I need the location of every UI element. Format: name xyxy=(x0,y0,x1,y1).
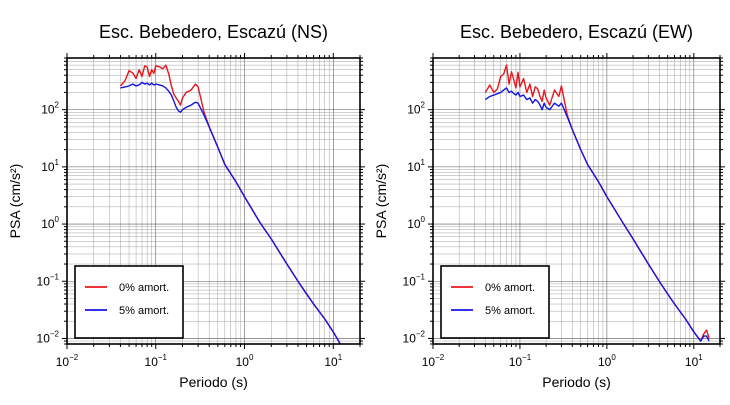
y-axis-label: PSA (cm/s²) xyxy=(373,164,389,239)
plot-frame xyxy=(66,57,361,345)
y-axis-label: PSA (cm/s²) xyxy=(7,164,23,239)
grid xyxy=(67,58,360,344)
chart-panel-2: Esc. Bebedero, Escazú (EW) 10−2 10−1 100 101… xyxy=(373,22,725,390)
y-tick-label: 10−1 xyxy=(403,272,426,288)
chart-title: Esc. Bebedero, Escazú (EW) xyxy=(460,22,693,42)
x-tick-label: 10−1 xyxy=(509,353,532,369)
legend: 0% amort. 5% amort. xyxy=(440,265,550,339)
x-tick-label: 10−1 xyxy=(145,353,168,369)
legend-box xyxy=(440,265,550,339)
y-tick-label: 100 xyxy=(41,215,59,231)
x-tick-label: 10−2 xyxy=(56,353,79,369)
series-line-damped xyxy=(484,87,710,342)
x-axis-label: Periodo (s) xyxy=(179,374,247,390)
y-tick-label: 100 xyxy=(407,215,425,231)
series-line-damped xyxy=(120,81,342,344)
y-tick-label: 10−2 xyxy=(403,329,426,345)
legend-label: 0% amort. xyxy=(485,282,535,294)
y-tick-label: 10−1 xyxy=(37,272,60,288)
x-axis-label: Periodo (s) xyxy=(542,374,610,390)
y-tick-label: 101 xyxy=(41,158,59,174)
x-tick-label: 101 xyxy=(685,353,703,369)
legend-label: 5% amort. xyxy=(485,305,535,317)
legend-label: 0% amort. xyxy=(119,282,169,294)
legend-box xyxy=(74,265,184,339)
x-tick-label: 100 xyxy=(598,353,616,369)
y-tick-label: 102 xyxy=(407,101,425,117)
y-tick-label: 101 xyxy=(407,158,425,174)
grid xyxy=(433,58,720,344)
chart-panel-1: Esc. Bebedero, Escazú (NS) 10−2 10−1 100 101… xyxy=(7,22,365,390)
y-tick-label: 102 xyxy=(41,101,59,117)
y-tick-label: 10−2 xyxy=(37,329,60,345)
x-tick-label: 101 xyxy=(324,353,342,369)
plot-frame xyxy=(432,57,721,345)
x-tick-label: 10−2 xyxy=(422,353,445,369)
legend-label: 5% amort. xyxy=(119,305,169,317)
legend: 0% amort. 5% amort. xyxy=(74,265,184,339)
x-tick-label: 100 xyxy=(236,353,254,369)
chart-title: Esc. Bebedero, Escazú (NS) xyxy=(99,22,328,42)
